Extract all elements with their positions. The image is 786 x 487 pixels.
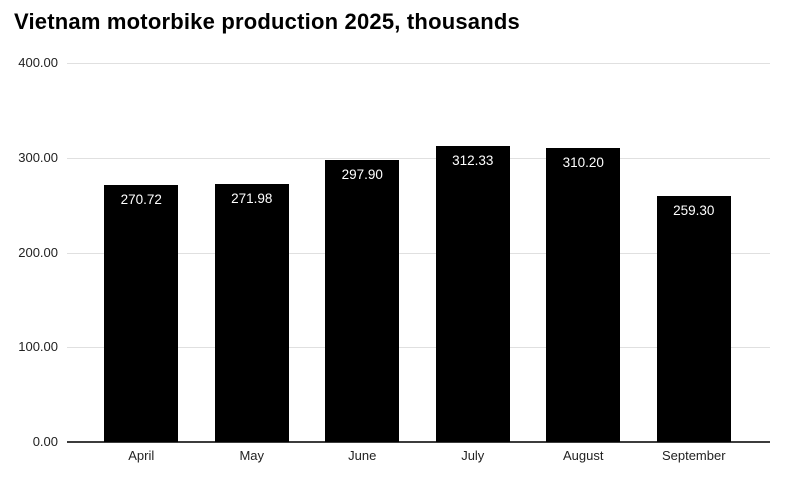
bar-value-label-june: 297.90 (341, 166, 383, 182)
y-axis-tick-label: 0.00 (32, 434, 58, 449)
chart-title: Vietnam motorbike production 2025, thous… (14, 9, 520, 34)
y-axis-tick-label: 200.00 (18, 244, 58, 260)
gridline-y100 (67, 347, 770, 349)
gridline-y300 (67, 157, 770, 159)
x-axis-label-may: May (239, 448, 265, 463)
x-axis-label-april: April (128, 448, 155, 463)
bar-value-label-may: 271.98 (231, 191, 273, 207)
bar-september: 259.30 (656, 196, 731, 442)
x-axis-label-august: August (563, 448, 604, 463)
y-axis-tick-label: 100.00 (18, 339, 58, 355)
bar-value-label-april: 270.72 (120, 192, 162, 208)
bar-value-label-september: 259.30 (673, 203, 715, 219)
y-axis-tick-label: 400.00 (18, 55, 58, 70)
bar-value-label-july: 312.33 (452, 153, 494, 169)
bar-june: 297.90 (325, 159, 400, 442)
gridline-y400 (67, 63, 770, 64)
x-axis-zero-line (67, 441, 770, 443)
bar-value-label-august: 310.20 (562, 155, 604, 171)
bar-august: 310.20 (546, 148, 621, 442)
gridline-y200 (67, 252, 770, 254)
x-axis-label-july: July (461, 448, 485, 463)
y-axis-tick-label: 300.00 (18, 149, 58, 165)
x-axis-label-september: September (661, 448, 726, 463)
bar-april: 270.72 (104, 185, 179, 442)
bar-july: 312.33 (435, 146, 510, 442)
x-axis-label-june: June (348, 448, 377, 463)
bar-may: 271.98 (214, 184, 289, 442)
